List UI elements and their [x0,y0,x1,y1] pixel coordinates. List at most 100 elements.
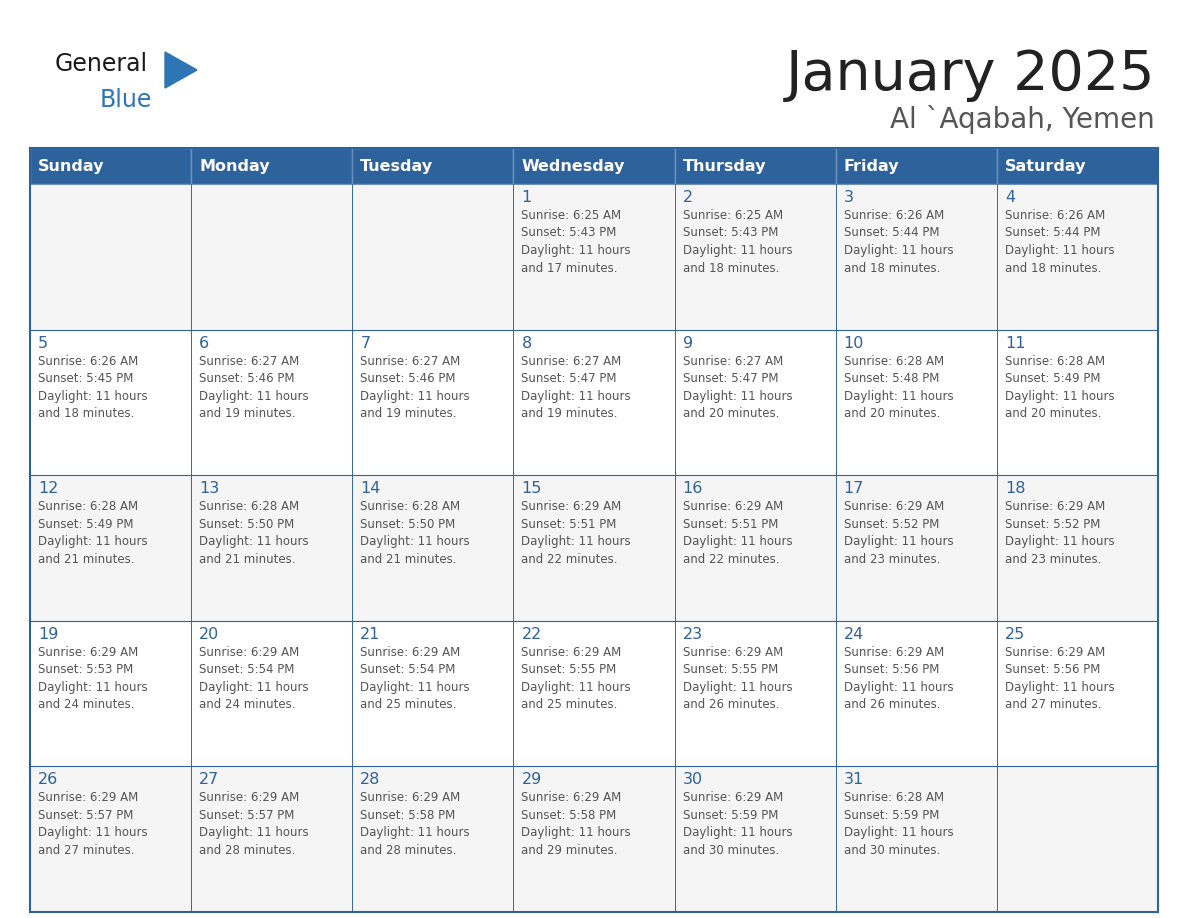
Bar [675,621,835,767]
Bar [191,148,353,184]
Bar [30,148,191,184]
Text: 27: 27 [200,772,220,788]
Text: Sunrise: 6:29 AM
Sunset: 5:55 PM
Daylight: 11 hours
and 26 minutes.: Sunrise: 6:29 AM Sunset: 5:55 PM Dayligh… [683,645,792,711]
Text: 11: 11 [1005,336,1025,351]
Bar [30,184,191,330]
Text: 10: 10 [843,336,864,351]
Bar [675,767,835,912]
Text: Sunrise: 6:29 AM
Sunset: 5:57 PM
Daylight: 11 hours
and 28 minutes.: Sunrise: 6:29 AM Sunset: 5:57 PM Dayligh… [200,791,309,856]
Text: Sunrise: 6:29 AM
Sunset: 5:55 PM
Daylight: 11 hours
and 25 minutes.: Sunrise: 6:29 AM Sunset: 5:55 PM Dayligh… [522,645,631,711]
Bar [835,476,997,621]
Text: Sunrise: 6:29 AM
Sunset: 5:51 PM
Daylight: 11 hours
and 22 minutes.: Sunrise: 6:29 AM Sunset: 5:51 PM Dayligh… [522,500,631,565]
Bar [191,184,353,330]
Bar [835,330,997,476]
Text: 30: 30 [683,772,702,788]
Text: Sunrise: 6:27 AM
Sunset: 5:46 PM
Daylight: 11 hours
and 19 minutes.: Sunrise: 6:27 AM Sunset: 5:46 PM Dayligh… [200,354,309,420]
Text: General: General [55,52,148,76]
Bar [353,148,513,184]
Text: 25: 25 [1005,627,1025,642]
Bar [30,148,1158,912]
Bar [30,621,191,767]
Bar [30,476,191,621]
Text: 23: 23 [683,627,702,642]
Bar [997,184,1158,330]
Text: Sunrise: 6:25 AM
Sunset: 5:43 PM
Daylight: 11 hours
and 17 minutes.: Sunrise: 6:25 AM Sunset: 5:43 PM Dayligh… [522,209,631,274]
Bar [30,767,191,912]
Bar [353,767,513,912]
Text: Sunrise: 6:29 AM
Sunset: 5:52 PM
Daylight: 11 hours
and 23 minutes.: Sunrise: 6:29 AM Sunset: 5:52 PM Dayligh… [1005,500,1114,565]
Text: Sunrise: 6:26 AM
Sunset: 5:44 PM
Daylight: 11 hours
and 18 minutes.: Sunrise: 6:26 AM Sunset: 5:44 PM Dayligh… [843,209,953,274]
Text: Sunrise: 6:29 AM
Sunset: 5:59 PM
Daylight: 11 hours
and 30 minutes.: Sunrise: 6:29 AM Sunset: 5:59 PM Dayligh… [683,791,792,856]
Bar [835,621,997,767]
Text: Sunrise: 6:29 AM
Sunset: 5:58 PM
Daylight: 11 hours
and 28 minutes.: Sunrise: 6:29 AM Sunset: 5:58 PM Dayligh… [360,791,470,856]
Bar [675,148,835,184]
Bar [675,184,835,330]
Bar [513,330,675,476]
Text: Sunrise: 6:28 AM
Sunset: 5:59 PM
Daylight: 11 hours
and 30 minutes.: Sunrise: 6:28 AM Sunset: 5:59 PM Dayligh… [843,791,953,856]
Text: Blue: Blue [100,88,152,112]
Text: 7: 7 [360,336,371,351]
Bar [835,767,997,912]
Text: Saturday: Saturday [1005,159,1086,174]
Bar [675,476,835,621]
Bar [353,476,513,621]
Text: 13: 13 [200,481,220,497]
Text: Sunrise: 6:29 AM
Sunset: 5:54 PM
Daylight: 11 hours
and 24 minutes.: Sunrise: 6:29 AM Sunset: 5:54 PM Dayligh… [200,645,309,711]
Text: Thursday: Thursday [683,159,766,174]
Bar [997,476,1158,621]
Bar [997,330,1158,476]
Text: 21: 21 [360,627,380,642]
Text: 8: 8 [522,336,532,351]
Text: 28: 28 [360,772,380,788]
Text: Sunrise: 6:28 AM
Sunset: 5:48 PM
Daylight: 11 hours
and 20 minutes.: Sunrise: 6:28 AM Sunset: 5:48 PM Dayligh… [843,354,953,420]
Bar [353,330,513,476]
Text: 17: 17 [843,481,864,497]
Text: 3: 3 [843,190,854,205]
Bar [997,767,1158,912]
Bar [997,621,1158,767]
Text: 4: 4 [1005,190,1015,205]
Text: Tuesday: Tuesday [360,159,434,174]
Bar [353,184,513,330]
Text: Monday: Monday [200,159,270,174]
Text: Sunrise: 6:28 AM
Sunset: 5:49 PM
Daylight: 11 hours
and 20 minutes.: Sunrise: 6:28 AM Sunset: 5:49 PM Dayligh… [1005,354,1114,420]
Bar [513,184,675,330]
Bar [997,148,1158,184]
Text: 29: 29 [522,772,542,788]
Text: Sunrise: 6:26 AM
Sunset: 5:45 PM
Daylight: 11 hours
and 18 minutes.: Sunrise: 6:26 AM Sunset: 5:45 PM Dayligh… [38,354,147,420]
Text: 12: 12 [38,481,58,497]
Bar [675,330,835,476]
Text: 2: 2 [683,190,693,205]
Bar [513,148,675,184]
Text: 22: 22 [522,627,542,642]
Bar [513,621,675,767]
Text: Sunrise: 6:29 AM
Sunset: 5:52 PM
Daylight: 11 hours
and 23 minutes.: Sunrise: 6:29 AM Sunset: 5:52 PM Dayligh… [843,500,953,565]
Text: Sunrise: 6:29 AM
Sunset: 5:56 PM
Daylight: 11 hours
and 27 minutes.: Sunrise: 6:29 AM Sunset: 5:56 PM Dayligh… [1005,645,1114,711]
Bar [353,621,513,767]
Text: Sunrise: 6:25 AM
Sunset: 5:43 PM
Daylight: 11 hours
and 18 minutes.: Sunrise: 6:25 AM Sunset: 5:43 PM Dayligh… [683,209,792,274]
Text: Sunrise: 6:27 AM
Sunset: 5:46 PM
Daylight: 11 hours
and 19 minutes.: Sunrise: 6:27 AM Sunset: 5:46 PM Dayligh… [360,354,470,420]
Text: Sunrise: 6:29 AM
Sunset: 5:53 PM
Daylight: 11 hours
and 24 minutes.: Sunrise: 6:29 AM Sunset: 5:53 PM Dayligh… [38,645,147,711]
Bar [191,767,353,912]
Text: Sunrise: 6:27 AM
Sunset: 5:47 PM
Daylight: 11 hours
and 19 minutes.: Sunrise: 6:27 AM Sunset: 5:47 PM Dayligh… [522,354,631,420]
Bar [30,330,191,476]
Text: Sunrise: 6:28 AM
Sunset: 5:50 PM
Daylight: 11 hours
and 21 minutes.: Sunrise: 6:28 AM Sunset: 5:50 PM Dayligh… [360,500,470,565]
Bar [513,767,675,912]
Text: Sunrise: 6:29 AM
Sunset: 5:51 PM
Daylight: 11 hours
and 22 minutes.: Sunrise: 6:29 AM Sunset: 5:51 PM Dayligh… [683,500,792,565]
Bar [513,476,675,621]
Text: 6: 6 [200,336,209,351]
Text: 24: 24 [843,627,864,642]
Bar [191,621,353,767]
Bar [835,184,997,330]
Text: 14: 14 [360,481,380,497]
Text: 5: 5 [38,336,49,351]
Polygon shape [165,52,197,88]
Text: Friday: Friday [843,159,899,174]
Text: Al `Aqabah, Yemen: Al `Aqabah, Yemen [890,105,1155,134]
Text: 19: 19 [38,627,58,642]
Text: Sunrise: 6:29 AM
Sunset: 5:54 PM
Daylight: 11 hours
and 25 minutes.: Sunrise: 6:29 AM Sunset: 5:54 PM Dayligh… [360,645,470,711]
Text: Sunrise: 6:28 AM
Sunset: 5:50 PM
Daylight: 11 hours
and 21 minutes.: Sunrise: 6:28 AM Sunset: 5:50 PM Dayligh… [200,500,309,565]
Text: Wednesday: Wednesday [522,159,625,174]
Text: Sunrise: 6:26 AM
Sunset: 5:44 PM
Daylight: 11 hours
and 18 minutes.: Sunrise: 6:26 AM Sunset: 5:44 PM Dayligh… [1005,209,1114,274]
Bar [835,148,997,184]
